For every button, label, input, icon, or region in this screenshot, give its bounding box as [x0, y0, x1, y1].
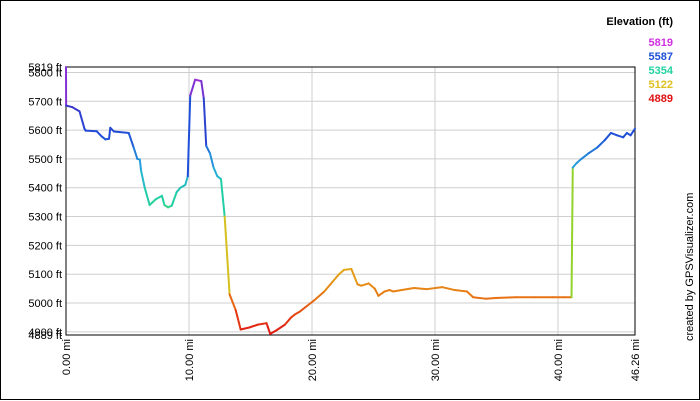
elevation-segment: [156, 196, 162, 199]
elevation-segment: [134, 147, 138, 159]
elevation-segment: [442, 287, 454, 290]
grid-layer: [66, 67, 635, 335]
elevation-segment: [276, 325, 285, 331]
elevation-segment: [572, 168, 573, 298]
y-tick-label: 5819 ft: [28, 62, 62, 74]
elevation-segment: [300, 306, 307, 312]
elevation-segment: [467, 291, 473, 297]
y-tick-label: 5600 ft: [28, 125, 62, 137]
y-tick-label: 5700 ft: [28, 96, 62, 108]
elevation-segment: [172, 192, 177, 206]
x-tick-label: 46.26 mi: [630, 339, 642, 381]
elevation-segment: [145, 188, 150, 205]
elevation-segment: [361, 283, 368, 285]
elevation-segment: [129, 133, 134, 147]
elevation-segment: [141, 170, 145, 187]
elevation-segment: [414, 288, 426, 289]
elevation-segment: [344, 269, 351, 270]
elevation-segment: [589, 147, 598, 153]
elevation-segment: [393, 290, 402, 291]
elevation-segment: [185, 176, 187, 185]
elevation-segment: [402, 288, 414, 290]
x-tick-label: 10.00 mi: [184, 339, 196, 381]
elevation-segment: [333, 274, 339, 281]
elevation-segment: [109, 128, 110, 139]
plot-area: [66, 67, 635, 335]
elevation-segment: [581, 153, 588, 159]
elevation-segment: [97, 131, 102, 136]
elevation-segment: [268, 327, 270, 334]
legend-entry: 5587: [649, 51, 673, 63]
elevation-segment: [230, 294, 236, 310]
elevation-segment: [485, 298, 497, 299]
y-tick-label: 4900 ft: [28, 327, 62, 339]
elevation-segment: [455, 290, 467, 291]
legend-title: Elevation (ft): [606, 16, 673, 28]
elevation-segment: [369, 283, 375, 288]
x-tick-label: 0.00 mi: [61, 339, 73, 375]
elevation-segment: [249, 325, 258, 328]
elevation-segment: [201, 81, 203, 98]
elevation-segment: [80, 111, 85, 128]
elevation-segment: [162, 196, 164, 205]
elevation-segment: [204, 98, 206, 146]
y-tick-label: 5300 ft: [28, 212, 62, 224]
elevation-segment: [378, 291, 384, 295]
elevation-segment: [86, 131, 97, 132]
legend-entry: 5819: [649, 37, 673, 49]
elevation-segment: [241, 328, 250, 330]
y-tick-label: 5200 ft: [28, 240, 62, 252]
x-tick-label: 40.00 mi: [553, 339, 565, 381]
elevation-segment: [375, 289, 379, 296]
y-tick-label: 5000 ft: [28, 298, 62, 310]
elevation-segment: [498, 297, 516, 298]
legend: Elevation (ft) 5819 5587 5354 5122 4889: [606, 16, 673, 105]
elevation-segment: [210, 153, 214, 167]
elevation-segment: [597, 140, 604, 147]
x-tick-label: 30.00 mi: [430, 339, 442, 381]
elevation-segment: [140, 160, 141, 171]
credit-text: created by GPSVisualizer.com: [684, 193, 696, 341]
elevation-segment: [351, 269, 357, 284]
elevation-segment: [324, 281, 333, 291]
x-tick-label: 20.00 mi: [307, 339, 319, 381]
elevation-segment: [258, 323, 267, 324]
elevation-segment: [114, 132, 129, 133]
elevation-segment: [473, 297, 485, 298]
elevation-segment: [190, 80, 195, 96]
elevation-segment: [426, 287, 442, 289]
legend-entry: 5122: [649, 79, 673, 91]
y-tick-label: 5400 ft: [28, 183, 62, 195]
elevation-segment: [214, 168, 218, 177]
elevation-segment: [188, 96, 190, 177]
elevation-segment: [72, 107, 79, 111]
elevation-segment: [314, 291, 324, 300]
elevation-segment: [225, 217, 230, 295]
elevation-segment: [206, 146, 210, 153]
elevation-segment: [150, 199, 156, 205]
y-tick-label: 5500 ft: [28, 154, 62, 166]
elevation-segment: [221, 179, 225, 216]
legend-entry: 4889: [649, 93, 673, 105]
elevation-segment: [236, 310, 241, 329]
elevation-profile-line: [66, 67, 635, 334]
elevation-segment: [285, 317, 291, 324]
legend-entry: 5354: [649, 65, 674, 77]
y-tick-label: 5100 ft: [28, 269, 62, 281]
elevation-segment: [605, 133, 611, 140]
